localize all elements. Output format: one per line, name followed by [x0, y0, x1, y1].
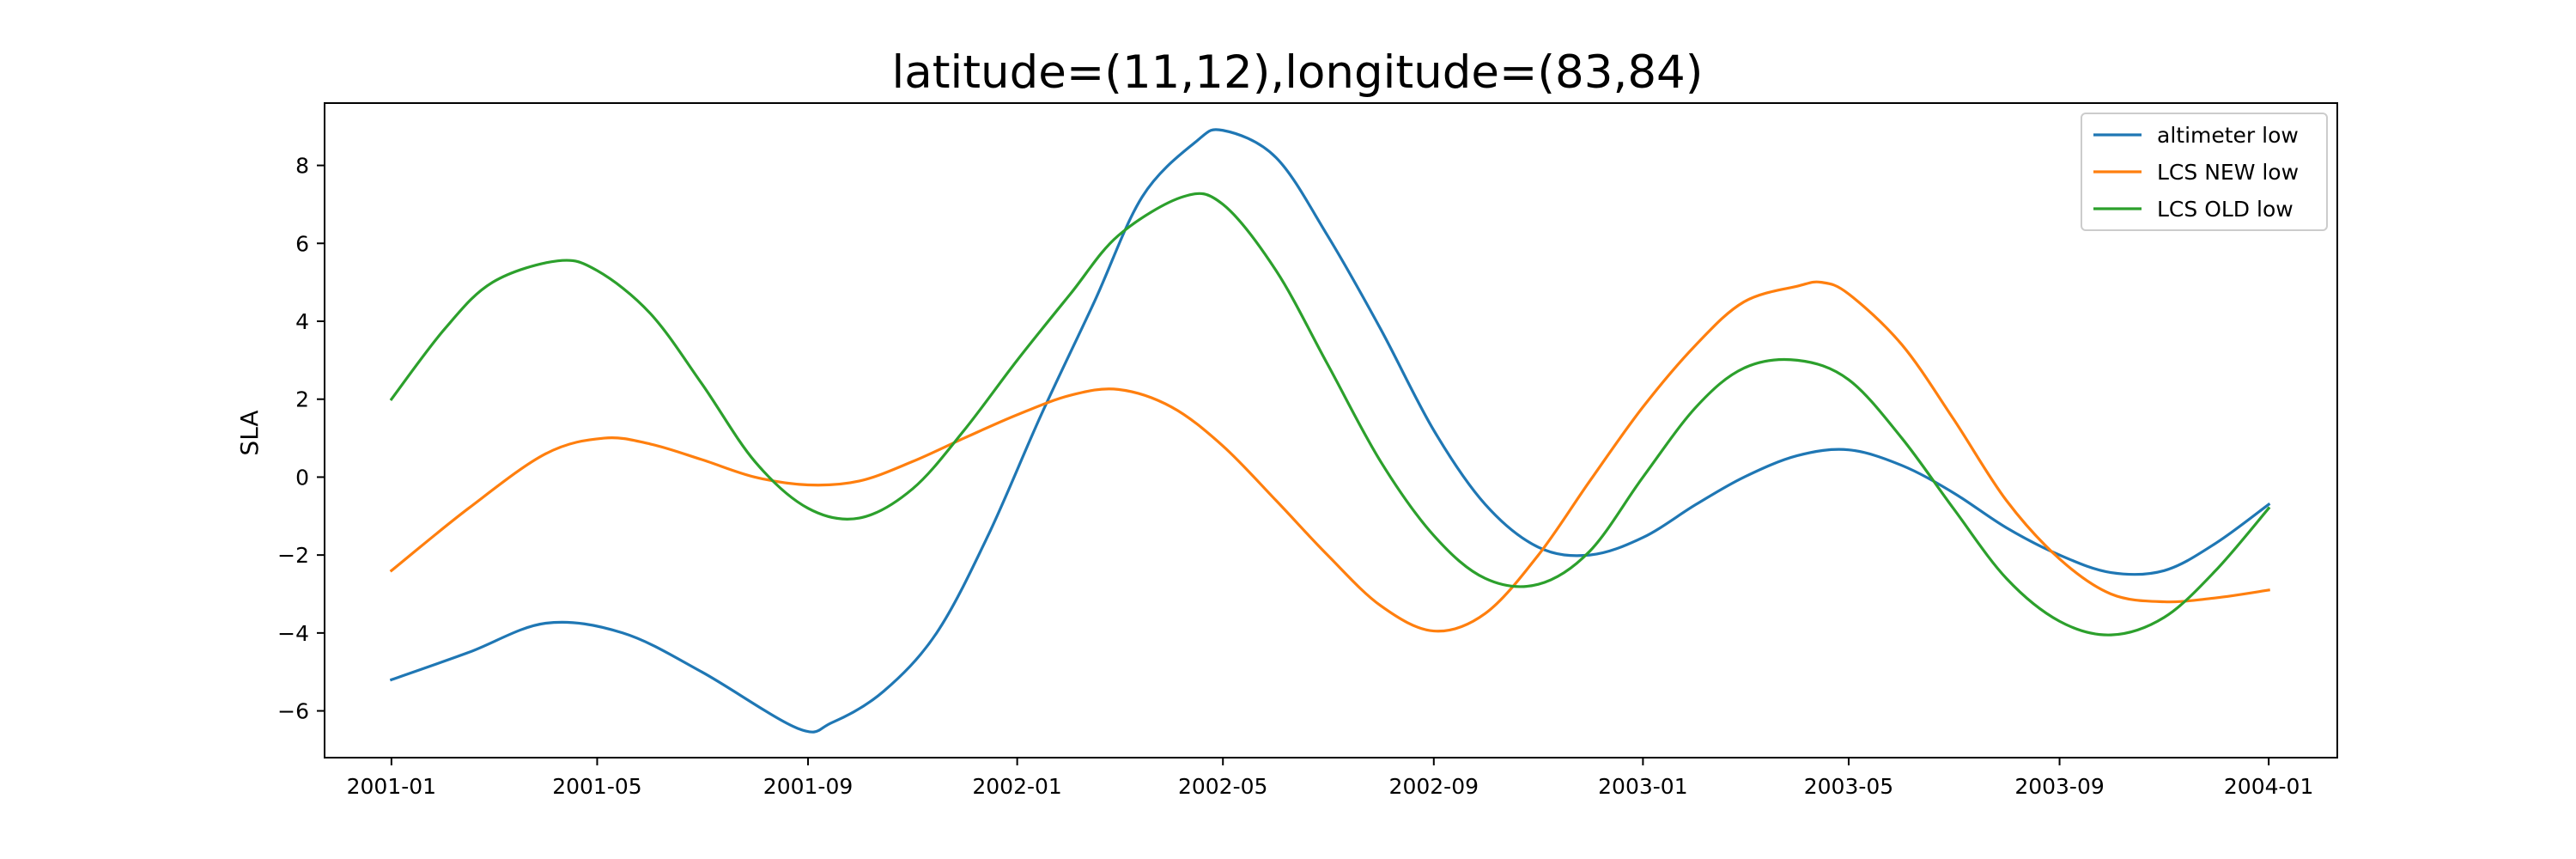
series-layer: [389, 128, 2271, 734]
chart-title: latitude=(11,12),longitude=(83,84): [892, 46, 1704, 99]
ticks-layer: 2001-01 2001-05 2001-09 2002-01 2002-05 2002-…: [277, 154, 2313, 799]
x-tick-label: 2002-05: [1178, 774, 1267, 799]
x-tick-label: 2003-01: [1598, 774, 1687, 799]
x-tick-label: 2002-01: [972, 774, 1061, 799]
x-tick-label: 2003-05: [1804, 774, 1893, 799]
y-axis-label: SLA: [235, 410, 264, 455]
x-tick-label: 2001-09: [763, 774, 853, 799]
legend-label-2: LCS NEW low: [2157, 160, 2299, 185]
x-tick-label: 2004-01: [2224, 774, 2313, 799]
y-tick-label: 2: [295, 387, 309, 412]
series-line-1: [389, 128, 2271, 734]
y-tick-label: −6: [277, 699, 309, 724]
legend-frame: [2081, 113, 2328, 231]
legend: altimeter low LCS NEW low LCS OLD low: [2081, 113, 2328, 231]
y-tick-label: 6: [295, 231, 309, 256]
x-tick-label: 2002-09: [1389, 774, 1479, 799]
x-tick-label: 2001-01: [347, 774, 436, 799]
y-tick-label: −2: [277, 543, 309, 568]
series-line-2: [389, 280, 2270, 633]
y-tick-label: 8: [295, 154, 309, 179]
x-tick-label: 2001-05: [552, 774, 641, 799]
plot-frame: [324, 102, 2338, 758]
y-tick-label: 0: [295, 465, 309, 490]
legend-label-3: LCS OLD low: [2157, 197, 2293, 222]
y-tick-label: −4: [277, 621, 309, 646]
x-tick-label: 2003-09: [2014, 774, 2104, 799]
y-tick-label: 4: [295, 309, 309, 334]
legend-label-1: altimeter low: [2157, 123, 2299, 148]
series-line-3: [389, 192, 2271, 637]
